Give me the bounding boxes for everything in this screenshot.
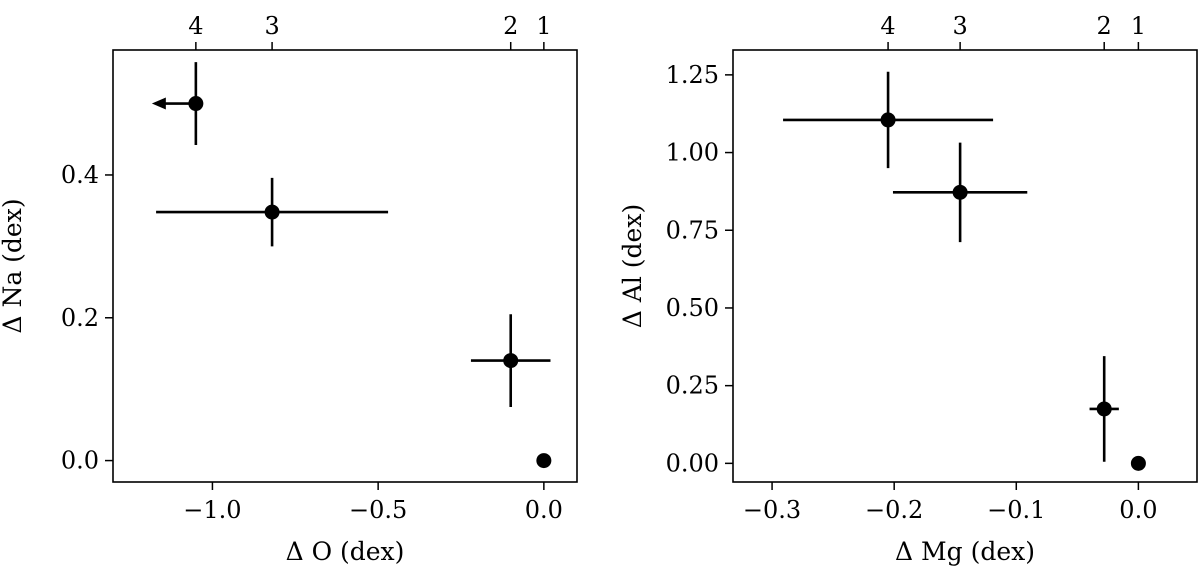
panel2-y-tick-label: 0.75 <box>666 216 719 244</box>
panel1-x-axis-label: Δ O (dex) <box>286 537 405 566</box>
panel1-top-tick-label: 2 <box>503 12 518 40</box>
panel2-x-tick-label: −0.3 <box>743 496 801 524</box>
panel2-top-tick-label: 1 <box>1131 12 1146 40</box>
panel1-x-tick-label: −1.0 <box>183 496 241 524</box>
panel1-y-tick-label: 0.4 <box>61 161 99 189</box>
panel1-data-point-3 <box>264 204 280 220</box>
panel2-x-tick-label: −0.1 <box>987 496 1045 524</box>
panel2-x-tick-label: 0.0 <box>1119 496 1157 524</box>
panel1-y-tick-label: 0.2 <box>61 304 99 332</box>
panel2-top-tick-label: 3 <box>952 12 967 40</box>
panel1-data-point-2 <box>503 353 519 369</box>
panel1-top-tick-label: 3 <box>264 12 279 40</box>
panel2-data-point-1 <box>1130 455 1146 471</box>
panel1-top-tick-label: 4 <box>188 12 203 40</box>
panel1-x-tick-label: −0.5 <box>349 496 407 524</box>
panel2-data-point-2 <box>1096 401 1112 417</box>
panel2-top-tick-label: 4 <box>880 12 895 40</box>
panel2-x-tick-label: −0.2 <box>865 496 923 524</box>
panel2-y-tick-label: 1.00 <box>666 139 719 167</box>
panel2-y-axis-label: Δ Al (dex) <box>618 204 647 328</box>
panel2-y-tick-label: 0.00 <box>666 449 719 477</box>
panel2-data-point-3 <box>952 184 968 200</box>
panel2-top-tick-label: 2 <box>1097 12 1112 40</box>
panel1-top-tick-label: 1 <box>536 12 551 40</box>
panel2-axes-frame <box>732 49 1198 483</box>
panel1-data-point-4 <box>188 96 204 112</box>
panel2-x-axis-label: Δ Mg (dex) <box>895 537 1035 566</box>
panel2-y-tick-label: 0.25 <box>666 372 719 400</box>
panel1-axes-frame <box>112 49 578 483</box>
panel1-y-axis-label: Δ Na (dex) <box>0 198 27 333</box>
panel2-y-tick-label: 1.25 <box>666 61 719 89</box>
panel1-x-tick-label: 0.0 <box>525 496 563 524</box>
panel1-upper-limit-arrow-head <box>151 97 166 110</box>
panel1-y-tick-label: 0.0 <box>61 447 99 475</box>
panel1-data-point-1 <box>536 453 552 469</box>
panel2-y-tick-label: 0.50 <box>666 294 719 322</box>
panel2-data-point-4 <box>880 112 896 128</box>
